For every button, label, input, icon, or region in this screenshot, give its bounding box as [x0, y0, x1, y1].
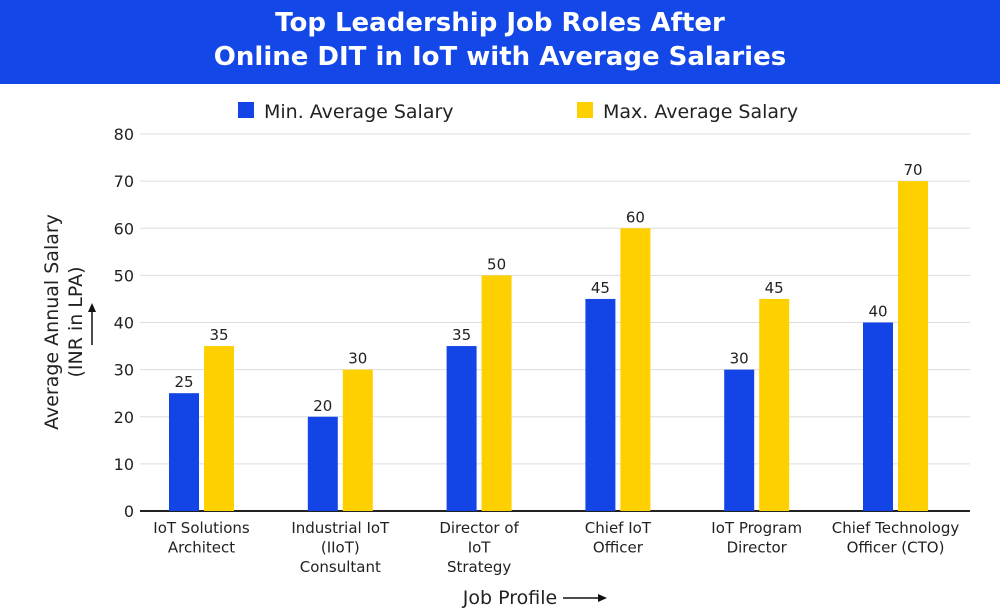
x-tick-label: IoT Program — [711, 519, 802, 537]
x-tick-label: IoT Solutions — [153, 519, 250, 537]
y-tick-label: 80 — [114, 125, 134, 144]
x-tick-label: Officer — [593, 539, 644, 557]
legend-swatch-max — [577, 102, 593, 118]
data-label: 30 — [348, 350, 367, 368]
legend-swatch-min — [238, 102, 254, 118]
bar-max — [204, 346, 234, 511]
bar-min — [446, 346, 477, 511]
bar-min — [863, 322, 893, 511]
bar-max — [481, 275, 512, 511]
bar-max — [759, 298, 790, 511]
bar-max — [620, 228, 651, 511]
legend-label-min: Min. Average Salary — [264, 101, 454, 123]
y-tick-label: 60 — [114, 219, 134, 238]
x-axis-label: Job Profile — [462, 587, 557, 609]
y-axis-label-line-1: Average Annual Salary — [41, 214, 63, 430]
gridlines: 0 10 20 30 40 50 60 70 80 — [114, 125, 970, 521]
data-label: 60 — [626, 208, 645, 226]
x-tick-label: Chief IoT — [585, 519, 652, 537]
chart-title: Top Leadership Job Roles After Online DI… — [0, 0, 1000, 84]
y-tick-label: 40 — [114, 314, 134, 333]
y-tick-label: 0 — [124, 502, 134, 521]
x-tick-label: IoT — [468, 539, 492, 557]
x-tick-label: Director — [727, 539, 788, 557]
legend-label-max: Max. Average Salary — [603, 101, 798, 123]
bar-min — [307, 416, 338, 511]
data-label: 45 — [591, 279, 610, 297]
bar-min — [585, 298, 616, 511]
data-label: 50 — [487, 255, 506, 273]
bar-min — [724, 369, 755, 511]
y-tick-label: 20 — [114, 408, 134, 427]
x-tick-label: (IIoT) — [321, 539, 360, 557]
y-tick-label: 10 — [114, 455, 134, 474]
x-tick-label: Consultant — [300, 558, 381, 576]
data-label: 35 — [452, 326, 471, 344]
legend: Min. Average Salary Max. Average Salary — [238, 101, 798, 123]
data-label: 70 — [903, 161, 922, 179]
x-axis-arrow-icon — [563, 594, 607, 602]
y-tick-label: 50 — [114, 266, 134, 285]
bar-max — [342, 369, 373, 511]
x-tick-label: Director of — [439, 519, 519, 537]
data-label: 30 — [730, 350, 749, 368]
data-label: 35 — [209, 326, 228, 344]
data-label: 45 — [765, 279, 784, 297]
bar-max — [898, 181, 928, 511]
x-tick-label: Chief Technology — [832, 519, 960, 537]
chart-title-line-2: Online DIT in IoT with Average Salaries — [213, 42, 787, 72]
x-tick-label: Industrial IoT — [291, 519, 390, 537]
data-label: 40 — [868, 303, 887, 321]
data-label: 25 — [174, 373, 193, 391]
x-tick-label: Strategy — [447, 558, 511, 576]
y-axis-arrow-icon — [88, 303, 96, 345]
y-tick-label: 30 — [114, 361, 134, 380]
bars: 25 35 IoT Solutions Architect 20 30 Industrial… — [153, 161, 959, 576]
data-label: 20 — [313, 397, 332, 415]
x-tick-label: Officer (CTO) — [847, 539, 945, 557]
y-tick-label: 70 — [114, 172, 134, 191]
bar-min — [169, 393, 199, 511]
chart-title-line-1: Top Leadership Job Roles After — [275, 8, 725, 38]
x-tick-label: Architect — [168, 539, 235, 557]
y-axis-label: Average Annual Salary (INR in LPA) — [41, 214, 87, 430]
y-axis-label-line-2: (INR in LPA) — [65, 266, 87, 377]
